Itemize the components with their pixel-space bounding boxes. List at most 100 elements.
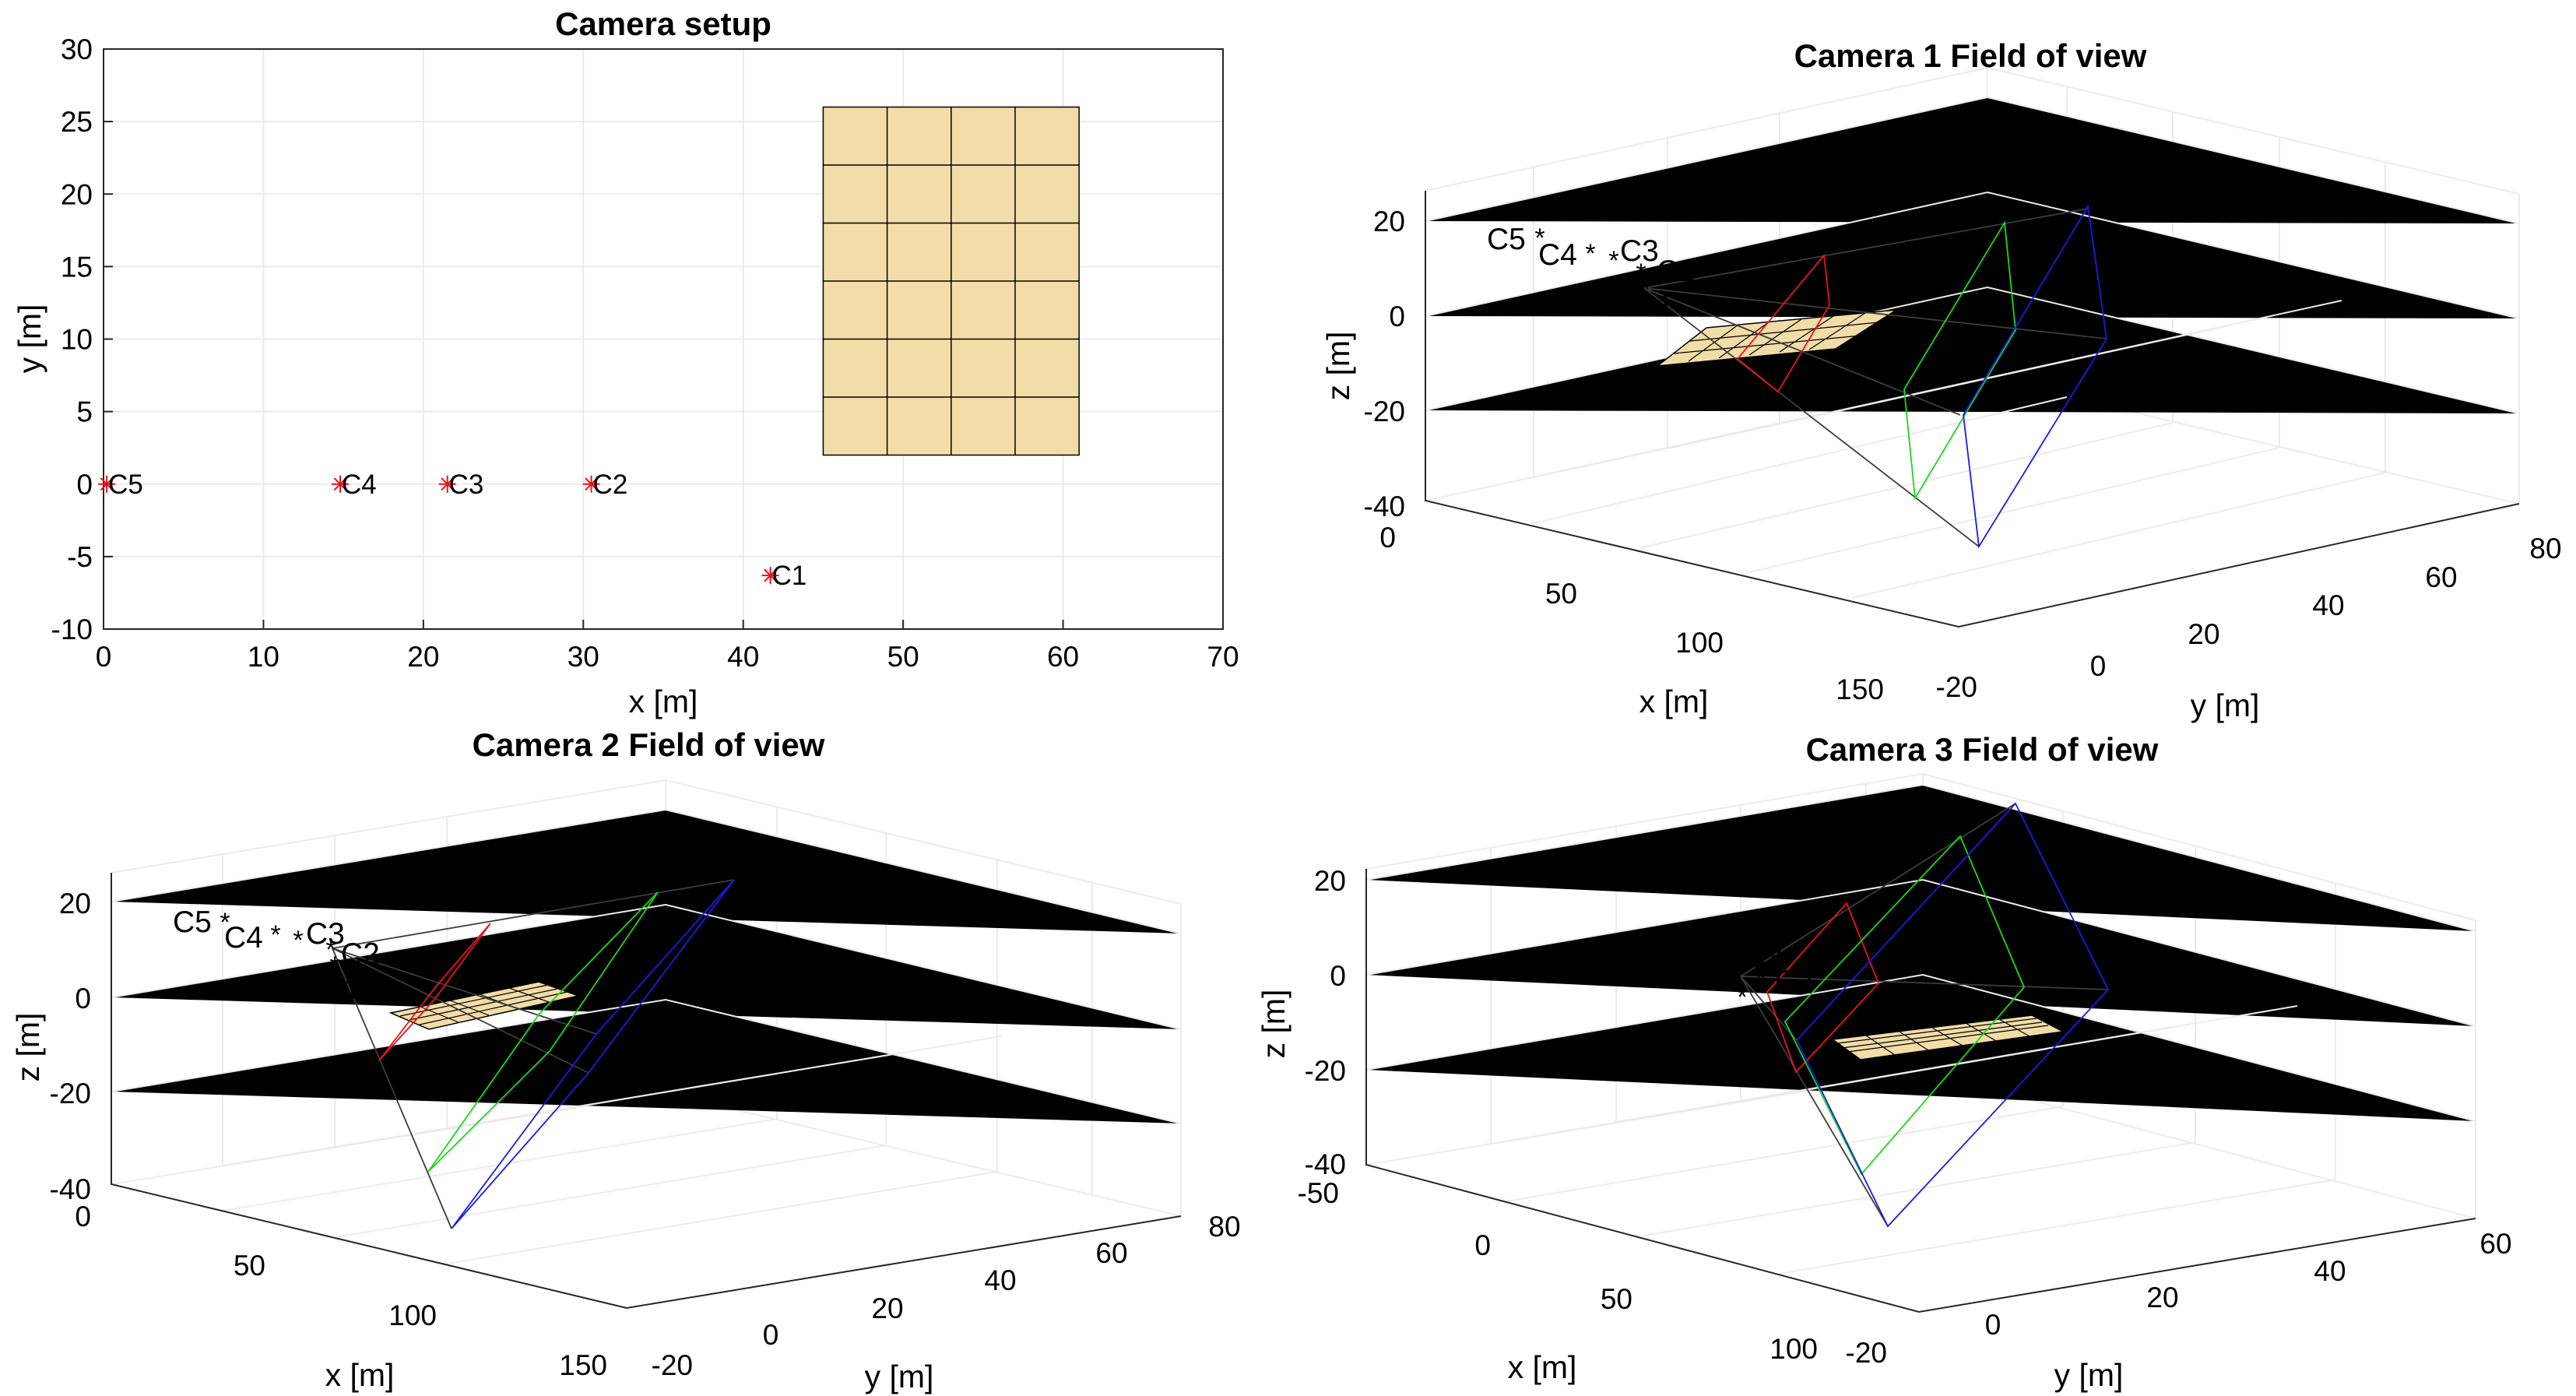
x-tick: 100 <box>388 1299 437 1331</box>
axes-box <box>1365 869 2476 1313</box>
camera-star <box>332 475 350 493</box>
camera-marker: * <box>1636 258 1646 288</box>
frustum-mid <box>1903 220 2016 501</box>
y-tick: 0 <box>763 1319 779 1351</box>
x-tick-label: 40 <box>727 641 759 673</box>
x-tick-label: 10 <box>248 641 279 673</box>
camera-marker: * <box>293 926 303 955</box>
z-tick: 0 <box>75 983 91 1014</box>
chart-title: Camera setup <box>555 5 771 42</box>
y-tick-label: 15 <box>61 251 93 283</box>
y-tick: 20 <box>2188 618 2219 650</box>
camera-marker: C2 <box>582 469 628 500</box>
camera-marker: * <box>220 908 230 937</box>
frustum-rays <box>332 879 735 1229</box>
y-axis-label: y [m] <box>12 304 47 374</box>
y-tick: 20 <box>871 1292 903 1324</box>
x-tick-label: 70 <box>1207 641 1239 673</box>
camera-label: C2 <box>593 469 628 500</box>
x-tick: 50 <box>1545 578 1577 610</box>
camera-star <box>438 475 456 493</box>
camera-marker: * <box>1723 953 1733 983</box>
camera-marker: C5 <box>98 469 143 500</box>
x-tick-label: 60 <box>1047 641 1079 673</box>
camera-star <box>761 567 779 585</box>
z-tick: 20 <box>1373 206 1405 237</box>
y-tick: 0 <box>1985 1309 2001 1341</box>
field-surface <box>1831 1014 2065 1060</box>
z-axis-label: z [m] <box>1256 990 1292 1059</box>
frustum-far <box>1795 802 2110 1228</box>
x-axis-label: x [m] <box>1508 1349 1577 1385</box>
x-tick: 0 <box>75 1201 91 1232</box>
z-tick: -40 <box>1305 1148 1346 1180</box>
axis-ticks: 20 0 -20 -40 0 50 100 150 -20 0 20 40 60… <box>50 888 1241 1381</box>
camera-marker: * <box>1585 239 1595 269</box>
x-tick-label: 0 <box>96 641 112 673</box>
camera-markers: * * * * * C5 C4 C3 C2 C1 <box>1623 927 1814 1037</box>
field-grid-lines <box>1673 312 1879 362</box>
z-tick: 0 <box>1330 960 1346 992</box>
camera-marker: * <box>1737 983 1747 1012</box>
frustum-near <box>1736 253 1830 393</box>
y-tick: 20 <box>2146 1282 2178 1313</box>
y-tick-label: 25 <box>61 106 93 138</box>
grid <box>111 779 1182 1265</box>
field-grid-lines <box>1836 1018 2049 1056</box>
z-axis-label: z [m] <box>10 1013 46 1082</box>
z-axis-label: z [m] <box>1320 332 1356 401</box>
y-tick: -20 <box>1846 1337 1887 1369</box>
camera-label: C1 <box>772 561 807 591</box>
field-patch <box>388 981 581 1030</box>
y-tick: 60 <box>2425 561 2457 593</box>
z-tick: 20 <box>1314 865 1346 897</box>
x-axis-label: x [m] <box>1639 684 1709 719</box>
z-tick: -40 <box>1364 491 1405 522</box>
frustum-rays <box>1740 803 2109 1227</box>
axis-ticks: 0 10 20 30 40 50 60 70 -10 -5 0 5 10 15 20 25 30 <box>51 33 1239 673</box>
camera-label: C5 <box>108 469 143 500</box>
y-tick-label: 30 <box>61 33 93 65</box>
camera-markers: C1 C2 C3 C4 C5 <box>98 469 807 591</box>
camera-label: C2 <box>341 937 380 971</box>
axis-ticks: 20 0 -20 -40 0 50 100 150 -20 0 20 40 60… <box>1364 206 2562 705</box>
camera-2-fov-panel: 20 0 -20 -40 0 50 100 150 -20 0 20 40 60… <box>10 726 1241 1394</box>
y-tick-label: 0 <box>76 469 93 501</box>
camera-label: C2 <box>1657 255 1696 288</box>
frustum-mid <box>1784 835 2026 1176</box>
camera-label: C3 <box>449 469 484 500</box>
camera-star <box>582 475 600 493</box>
y-tick: 80 <box>1208 1211 1240 1243</box>
camera-label: C2 <box>1775 965 1814 998</box>
x-tick: 0 <box>1474 1229 1491 1261</box>
frustum-far <box>451 879 735 1229</box>
y-tick: 60 <box>1095 1237 1127 1269</box>
grid <box>1425 67 2520 599</box>
x-axis-label: x [m] <box>629 684 698 719</box>
z-tick: 20 <box>59 888 91 920</box>
chart-title: Camera 1 Field of view <box>1794 37 2147 74</box>
camera-label: C5 <box>1487 223 1526 256</box>
axis-ticks: 20 0 -20 -40 -50 0 50 100 -20 0 20 40 60 <box>1298 865 2512 1369</box>
camera-label: C4 <box>342 469 377 500</box>
y-tick-label: -10 <box>51 614 93 645</box>
camera-marker: * <box>1534 223 1545 253</box>
chart-title: Camera 3 Field of view <box>1806 731 2159 768</box>
frustum-near <box>378 923 491 1061</box>
z-tick: -20 <box>1305 1055 1346 1087</box>
y-tick-label: 5 <box>76 396 93 428</box>
y-tick: 40 <box>2312 589 2344 621</box>
camera-label: C3 <box>1620 234 1659 268</box>
camera-marker: C1 <box>761 561 807 591</box>
camera-marker: C4 <box>332 469 377 500</box>
y-tick: 40 <box>2314 1255 2346 1287</box>
camera-label: C1 <box>322 972 360 1006</box>
x-tick: 50 <box>1601 1283 1632 1315</box>
camera-marker: * <box>270 920 280 950</box>
y-tick-label: 10 <box>61 324 93 356</box>
y-tick: -20 <box>652 1349 693 1381</box>
camera-3-fov-panel: 20 0 -20 -40 -50 0 50 100 -20 0 20 40 60 <box>1256 731 2512 1393</box>
camera-marker: * <box>1608 246 1618 276</box>
y-tick: 0 <box>2090 650 2107 682</box>
